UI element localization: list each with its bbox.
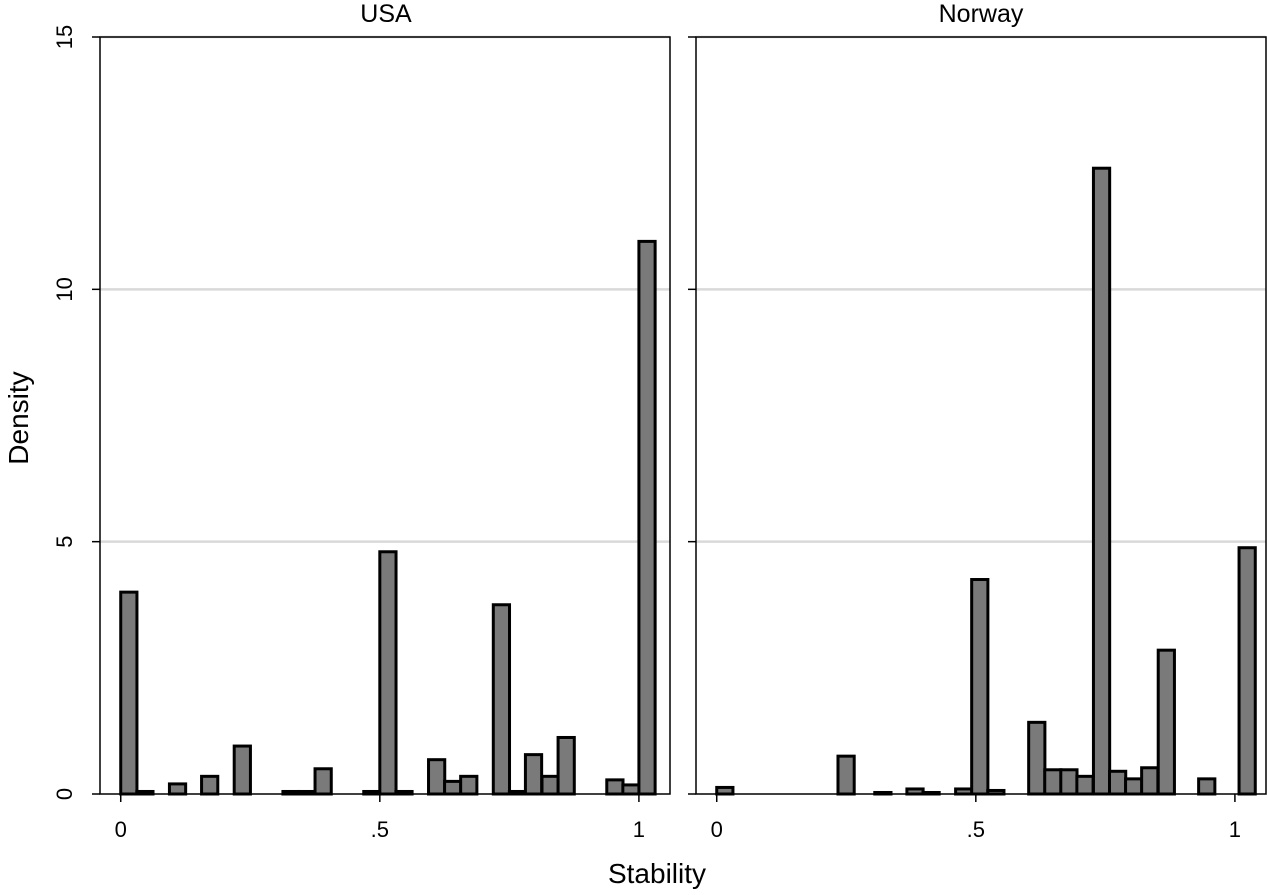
x-tick-label-norway-1: 1 (1229, 817, 1241, 842)
panel-title-usa: USA (360, 0, 412, 28)
histogram-bar-usa-9 (378, 550, 398, 796)
histogram-bar-usa-12 (443, 779, 463, 796)
histogram-bar-usa-7 (313, 767, 333, 796)
y-tick-label-usa-5: 5 (52, 536, 77, 548)
histogram-bar-usa-0 (119, 590, 139, 796)
y-tick-label-usa-10: 10 (52, 277, 77, 301)
histogram-bar-norway-3 (905, 787, 925, 796)
panel-title-norway: Norway (939, 0, 1024, 28)
histogram-bar-norway-16 (1156, 648, 1176, 796)
panel-norway: 0.5 1 (688, 35, 1267, 842)
plot-frame-norway (695, 36, 1267, 795)
histogram-bar-norway-10 (1059, 768, 1079, 796)
histogram-bar-norway-0 (715, 785, 735, 796)
histogram-bar-norway-8 (1027, 720, 1047, 796)
histogram-bar-norway-17 (1197, 777, 1217, 796)
histogram-bar-usa-17 (540, 774, 560, 796)
x-tick-label-usa-1: 1 (633, 817, 645, 842)
histogram-bar-usa-14 (491, 603, 512, 796)
histogram-bar-usa-4 (232, 744, 252, 796)
histogram-bar-usa-11 (427, 758, 447, 796)
histogram-bar-norway-15 (1140, 766, 1160, 796)
y-tick-label-usa-0: 0 (52, 788, 77, 800)
histogram-bar-usa-3 (200, 774, 220, 796)
histogram-bar-norway-11 (1075, 774, 1095, 796)
histogram-bar-usa-21 (637, 239, 657, 796)
histogram-bar-norway-5 (954, 787, 974, 796)
histogram-bar-norway-1 (836, 754, 856, 796)
x-tick-label-usa-0p5: .5 (371, 817, 389, 842)
y-tick-label-usa-15: 15 (52, 25, 77, 49)
histogram-bar-norway-12 (1091, 166, 1112, 796)
histogram-bar-norway-18 (1237, 546, 1257, 796)
histogram-bar-usa-2 (167, 782, 188, 796)
histogram-bar-usa-16 (523, 753, 544, 796)
x-tick-label-usa-0: 0 (115, 817, 127, 842)
histogram-bar-norway-14 (1124, 777, 1144, 796)
x-tick-label-norway-0: 0 (711, 817, 723, 842)
x-axis-title: Stability (608, 858, 706, 889)
histogram-bar-norway-6 (970, 578, 990, 796)
histogram-bar-usa-18 (556, 735, 576, 796)
histogram-bar-norway-13 (1108, 769, 1128, 796)
histogram-bar-usa-13 (459, 774, 479, 796)
y-axis-title: Density (3, 371, 34, 464)
plot-frame-usa (99, 36, 671, 795)
histogram-bar-usa-19 (605, 778, 625, 796)
x-tick-label-norway-0p5: .5 (967, 817, 985, 842)
histogram-bar-usa-20 (621, 783, 641, 796)
histogram-bar-norway-9 (1043, 768, 1063, 796)
